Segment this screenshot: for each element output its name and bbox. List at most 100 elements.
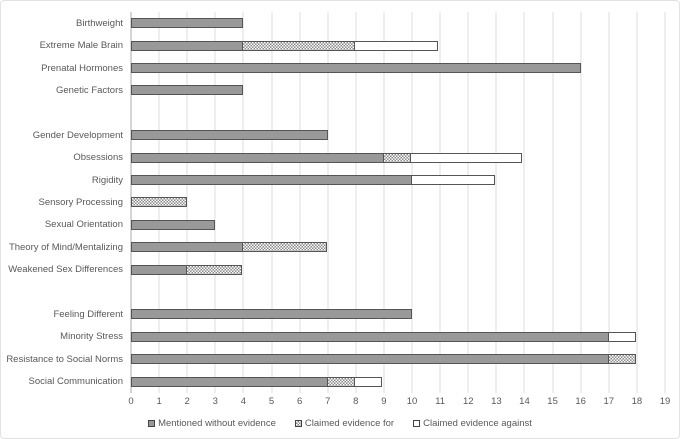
legend-item-claimed-evidence-against: Claimed evidence against [413,418,532,429]
x-tick-label: 14 [519,396,530,407]
bar-segment-mentioned-without-evidence [131,376,328,387]
plot-rows: Birthweight Extreme Male Brain Prenatal Ho… [1,12,665,393]
x-tick-label: 13 [491,396,502,407]
bar-segment-mentioned-without-evidence [131,130,328,141]
bar-track [131,214,665,236]
legend-item-claimed-evidence-for: Claimed evidence for [294,418,395,429]
stacked-bar [131,331,665,342]
bar-track [131,191,665,213]
stacked-bar [131,354,665,365]
bar-track [131,371,665,393]
gridline [327,12,329,393]
legend-swatch-solid-icon [148,420,156,427]
bar-segment-claimed-evidence-against [410,152,523,163]
stacked-bar [131,63,665,74]
gridline [664,12,666,393]
bar-track [131,12,665,34]
bar-row: Prenatal Hormones [1,57,665,79]
stacked-bar [131,264,665,275]
gridline [214,12,216,393]
bar-segment-claimed-evidence-for [186,264,243,275]
category-label: Obsessions [73,152,123,164]
bar-track [131,57,665,79]
stacked-bar [131,152,665,163]
x-tick-label: 19 [659,396,671,407]
bar-segment-mentioned-without-evidence [131,331,609,342]
bar-segment-claimed-evidence-for [607,354,636,365]
legend-label: Claimed evidence against [423,418,532,429]
gridline [439,12,441,393]
legend-swatch-outline-icon [413,420,421,427]
x-tick-label: 15 [547,396,558,407]
x-tick-label: 9 [381,396,387,407]
bar-row: Weakened Sex Differences [1,258,665,280]
bar-row: Genetic Factors [1,79,665,101]
category-label: Gender Development [32,129,123,141]
bar-segment-claimed-evidence-against [411,175,496,186]
x-tick-label: 2 [184,396,190,407]
bar-row: Gender Development [1,124,665,146]
bar-segment-claimed-evidence-against [353,40,439,51]
bar-row: Sexual Orientation [1,214,665,236]
bar-row: Obsessions [1,146,665,168]
category-label: Rigidity [91,174,123,186]
bar-row: Resistance to Social Norms [1,348,665,370]
x-tick-label: 3 [212,396,218,407]
bar-track [131,34,665,56]
x-axis: 0 1 2 3 4 5 6 7 8 9 10 11 12 13 14 15 16 17 18 19 [128,396,670,408]
x-tick-label: 0 [128,396,134,407]
gridline [636,12,638,393]
x-tick-label: 8 [353,396,359,407]
stacked-bar [131,18,665,29]
x-tick-label: 12 [462,396,474,407]
x-tick-label: 10 [406,396,418,407]
bar-row: Sensory Processing [1,191,665,213]
stacked-bar [131,309,665,320]
bar-track [131,236,665,258]
group-spacer [1,102,665,124]
stacked-bar [131,197,665,208]
x-tick-label: 16 [575,396,586,407]
stacked-bar [131,130,665,141]
stacked-bar [131,175,665,186]
gridline [467,12,469,393]
legend: Mentioned without evidence Claimed evide… [1,418,679,429]
bar-track [131,124,665,146]
bar-track [131,303,665,325]
bar-track [131,326,665,348]
bar-row: Birthweight [1,12,665,34]
x-tick-label: 1 [156,396,162,407]
bar-segment-mentioned-without-evidence [131,242,244,253]
bar-row: Theory of Mind/Mentalizing [1,236,665,258]
legend-label: Claimed evidence for [304,418,395,429]
bar-segment-claimed-evidence-for [326,376,355,387]
bar-segment-claimed-evidence-for [382,152,412,163]
gridline [608,12,610,393]
bar-row: Extreme Male Brain [1,34,665,56]
bar-track [131,79,665,101]
category-label: Social Communication [28,376,123,388]
bar-track [131,146,665,168]
category-label: Resistance to Social Norms [6,353,123,365]
x-tick-label: 5 [268,396,275,407]
category-label: Minority Stress [60,331,123,343]
bar-segment-mentioned-without-evidence [131,152,384,163]
x-tick-label: 18 [631,396,643,407]
bar-segment-claimed-evidence-for [242,242,327,253]
bar-segment-mentioned-without-evidence [131,264,188,275]
bar-segment-mentioned-without-evidence [131,175,413,186]
bar-segment-claimed-evidence-against [353,376,382,387]
category-label: Weakened Sex Differences [8,264,123,276]
gridline [299,12,301,393]
bar-segment-mentioned-without-evidence [131,85,244,96]
x-tick-label: 17 [603,396,615,407]
x-tick-label: 11 [435,396,446,407]
bar-segment-mentioned-without-evidence [131,309,413,320]
bar-track [131,348,665,370]
bar-segment-mentioned-without-evidence [131,40,244,51]
category-label: Feeling Different [53,308,123,320]
bar-segment-claimed-evidence-for [131,197,188,208]
bar-segment-claimed-evidence-against [607,331,636,342]
bar-row: Rigidity [1,169,665,191]
category-label: Theory of Mind/Mentalizing [8,241,123,253]
